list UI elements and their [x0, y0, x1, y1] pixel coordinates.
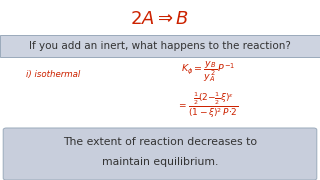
Text: If you add an inert, what happens to the reaction?: If you add an inert, what happens to the…	[29, 41, 291, 51]
Text: maintain equilibrium.: maintain equilibrium.	[102, 157, 218, 167]
Text: $= \dfrac{\frac{1}{2}(2{-}\frac{1}{2}\xi)^{\varepsilon}}{(1-\xi)^{2}\,P{\cdot}2}: $= \dfrac{\frac{1}{2}(2{-}\frac{1}{2}\xi…	[177, 90, 239, 120]
FancyBboxPatch shape	[0, 35, 320, 57]
Text: $2A \Rightarrow B$: $2A \Rightarrow B$	[131, 10, 189, 28]
FancyBboxPatch shape	[3, 128, 317, 180]
Text: $K_{\phi} = \dfrac{y_B}{y_A^{\,2}}\,P^{-1}$: $K_{\phi} = \dfrac{y_B}{y_A^{\,2}}\,P^{-…	[181, 60, 235, 84]
Text: i) isothermal: i) isothermal	[26, 70, 80, 79]
Text: The extent of reaction decreases to: The extent of reaction decreases to	[63, 137, 257, 147]
